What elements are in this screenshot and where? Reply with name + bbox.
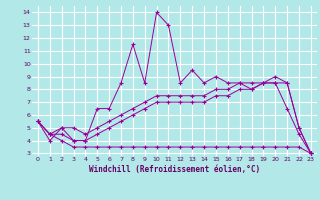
X-axis label: Windchill (Refroidissement éolien,°C): Windchill (Refroidissement éolien,°C) <box>89 165 260 174</box>
